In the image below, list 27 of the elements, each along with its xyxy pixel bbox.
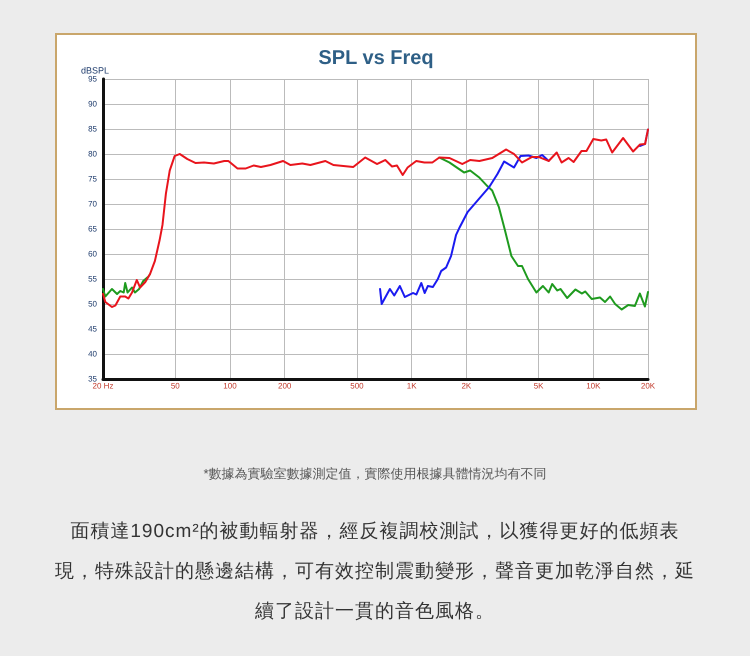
y-tick-label: 75	[88, 174, 98, 184]
y-tick-label: 50	[88, 300, 98, 308]
x-tick-label: 20K	[640, 382, 656, 390]
x-tick-label: 2K	[461, 382, 472, 390]
x-tick-label: 1K	[406, 382, 418, 390]
x-tick-label: 20 Hz	[92, 382, 114, 390]
y-tick-label: 35	[88, 374, 98, 384]
text: 面積達190cm²的被動輻射器，經反複調校測試，以獲得更好的低頻表現，特殊設計的懸邊結構，可有效控制震動變形，聲音更加乾淨自然，延續了設計一貫的音色風格。	[55, 520, 695, 624]
x-tick-label: 50	[170, 382, 180, 390]
y-tick-label: 85	[88, 124, 98, 134]
x-tick-label: 10K	[586, 382, 602, 390]
y-tick-label: 65	[88, 224, 98, 234]
y-tick-label: 40	[88, 350, 98, 358]
x-tick-label: 5K	[534, 382, 544, 390]
y-tick-label: 80	[88, 150, 98, 158]
y-axis-title: dBSPL	[81, 66, 110, 76]
text: *數據為實驗室數據測定值，實際使用根據具體情況均有不同	[202, 465, 548, 483]
x-tick-label: 100	[223, 382, 238, 390]
y-tick-label: 55	[88, 274, 98, 284]
x-tick-label: 500	[350, 382, 364, 390]
y-tick-label: 90	[88, 100, 98, 108]
y-tick-label: 60	[88, 250, 98, 258]
y-tick-label: 45	[88, 324, 98, 334]
x-tick-label: 200	[278, 382, 292, 390]
y-tick-label: 95	[88, 74, 98, 84]
y-tick-label: 70	[88, 200, 98, 208]
chart-title: SPL vs Freq	[318, 47, 434, 69]
